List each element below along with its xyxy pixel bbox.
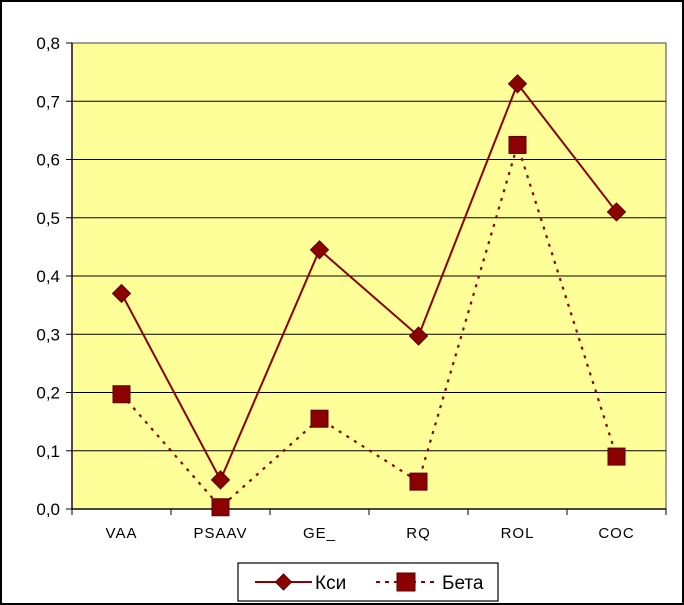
x-tick-label: PSAAV bbox=[194, 525, 248, 542]
data-point-series-2 bbox=[310, 409, 329, 428]
data-point-series-2 bbox=[211, 498, 230, 517]
x-tick-label: COC bbox=[598, 525, 634, 542]
legend-label-series-1: Кси bbox=[315, 573, 346, 594]
gridlines bbox=[72, 100, 666, 452]
y-tick-label: 0,0 bbox=[36, 500, 60, 519]
x-tick-label: VAA bbox=[106, 525, 138, 542]
series-line-1 bbox=[120, 81, 618, 483]
data-point-series-1 bbox=[507, 74, 528, 94]
data-point-series-1 bbox=[309, 240, 330, 260]
y-tick-label: 0,1 bbox=[36, 442, 60, 461]
y-tick-label: 0,8 bbox=[36, 34, 60, 53]
data-point-series-1 bbox=[111, 283, 132, 304]
legend-marker-series-2 bbox=[396, 572, 416, 592]
y-tick-label: 0,6 bbox=[36, 151, 60, 170]
y-tick-label: 0,7 bbox=[36, 92, 60, 111]
data-point-series-2 bbox=[508, 135, 527, 154]
y-axis-ticks: 0,0 0,1 0,2 0,3 0,4 0,5 0,6 0,7 0,8 bbox=[36, 34, 72, 519]
x-tick-label: RQ bbox=[406, 525, 431, 542]
legend-marker-series-1 bbox=[274, 573, 293, 591]
legend-label-series-2: Бета bbox=[442, 573, 484, 594]
x-axis-ticks: VAA PSAAV GE_ RQ ROL COC bbox=[71, 509, 667, 542]
data-point-series-2 bbox=[409, 472, 428, 491]
series-layer bbox=[111, 74, 627, 517]
data-point-series-1 bbox=[606, 202, 627, 222]
y-tick-label: 0,3 bbox=[36, 325, 60, 344]
y-tick-label: 0,5 bbox=[36, 209, 60, 228]
x-tick-label: GE_ bbox=[303, 525, 336, 542]
y-tick-label: 0,4 bbox=[36, 267, 60, 286]
x-tick-label: ROL bbox=[501, 525, 535, 542]
legend: Кси Бета bbox=[237, 562, 499, 602]
y-tick-label: 0,2 bbox=[36, 384, 60, 403]
data-point-series-1 bbox=[408, 326, 429, 346]
data-point-series-1 bbox=[210, 470, 231, 490]
data-point-series-2 bbox=[607, 447, 626, 466]
data-point-series-2 bbox=[112, 385, 131, 404]
